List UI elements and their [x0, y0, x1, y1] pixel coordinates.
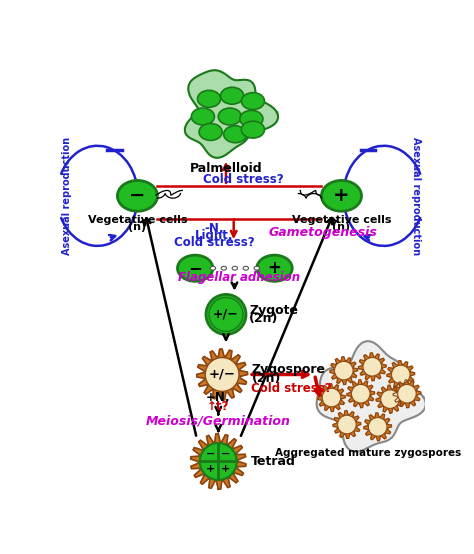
Text: +/−: +/− — [209, 368, 236, 381]
Ellipse shape — [221, 266, 227, 270]
Circle shape — [392, 365, 410, 384]
Ellipse shape — [118, 181, 157, 211]
Circle shape — [381, 390, 399, 408]
Ellipse shape — [224, 126, 247, 143]
Polygon shape — [197, 349, 247, 400]
Circle shape — [335, 361, 353, 380]
Ellipse shape — [198, 90, 220, 107]
Text: Cold stress?: Cold stress? — [174, 235, 255, 249]
Text: Asexual reproduction: Asexual reproduction — [411, 137, 421, 255]
Ellipse shape — [241, 121, 264, 138]
Polygon shape — [358, 353, 386, 381]
Text: (2n): (2n) — [249, 312, 278, 325]
Ellipse shape — [210, 266, 216, 270]
Text: Asexual reproduction: Asexual reproduction — [62, 137, 72, 255]
Text: ↑t?: ↑t? — [207, 399, 229, 413]
Text: Zygote: Zygote — [249, 304, 298, 317]
Circle shape — [205, 357, 239, 392]
Ellipse shape — [240, 110, 263, 127]
Text: (n): (n) — [128, 222, 146, 233]
Text: +/−: +/− — [213, 308, 239, 321]
Polygon shape — [387, 361, 415, 388]
Polygon shape — [317, 341, 426, 452]
Ellipse shape — [257, 255, 292, 281]
Ellipse shape — [199, 124, 222, 140]
Circle shape — [337, 416, 356, 434]
Circle shape — [209, 297, 243, 331]
Text: +: + — [333, 186, 350, 206]
Text: Cold stress?: Cold stress? — [251, 382, 332, 395]
Ellipse shape — [191, 108, 214, 125]
Polygon shape — [185, 70, 278, 158]
Polygon shape — [191, 434, 246, 489]
Polygon shape — [347, 380, 374, 408]
Text: Flagellar adhesion: Flagellar adhesion — [178, 271, 300, 284]
Polygon shape — [393, 380, 421, 408]
Text: +N,: +N, — [206, 391, 230, 404]
Ellipse shape — [254, 266, 259, 270]
Ellipse shape — [241, 93, 264, 110]
Text: Vegetative cells: Vegetative cells — [88, 216, 187, 225]
Text: Aggregated mature zygospores: Aggregated mature zygospores — [275, 448, 462, 458]
Text: Zygospore: Zygospore — [251, 362, 325, 376]
Text: −: − — [206, 449, 215, 459]
Ellipse shape — [321, 181, 362, 211]
Text: Meiosis/Germination: Meiosis/Germination — [146, 414, 291, 427]
Ellipse shape — [243, 266, 248, 270]
Text: +: + — [221, 464, 231, 474]
Text: Vegetative cells: Vegetative cells — [292, 216, 391, 225]
Polygon shape — [318, 384, 346, 412]
Ellipse shape — [232, 266, 237, 270]
Polygon shape — [376, 385, 404, 413]
Text: (n): (n) — [332, 222, 351, 233]
Circle shape — [363, 357, 382, 376]
Ellipse shape — [219, 108, 241, 125]
Circle shape — [368, 418, 387, 436]
Circle shape — [200, 443, 237, 480]
Text: Cold stress?: Cold stress? — [202, 173, 283, 186]
Polygon shape — [364, 413, 392, 440]
Text: (2n): (2n) — [251, 372, 281, 385]
Circle shape — [398, 384, 416, 403]
Ellipse shape — [177, 255, 213, 281]
Text: Palmelloid: Palmelloid — [190, 162, 262, 175]
Text: −: − — [221, 449, 231, 459]
Text: Light,: Light, — [195, 229, 234, 242]
Polygon shape — [330, 357, 358, 384]
Text: −: − — [129, 186, 146, 206]
Ellipse shape — [220, 88, 244, 104]
Text: Gametogenesis: Gametogenesis — [268, 225, 377, 239]
Text: Tetrad: Tetrad — [251, 455, 295, 468]
Circle shape — [352, 384, 370, 403]
Text: −: − — [188, 259, 202, 277]
Text: +: + — [206, 464, 215, 474]
Text: -N,: -N, — [205, 222, 224, 235]
Circle shape — [206, 294, 246, 335]
Polygon shape — [333, 411, 361, 438]
Circle shape — [322, 388, 341, 407]
Text: +: + — [267, 259, 282, 277]
